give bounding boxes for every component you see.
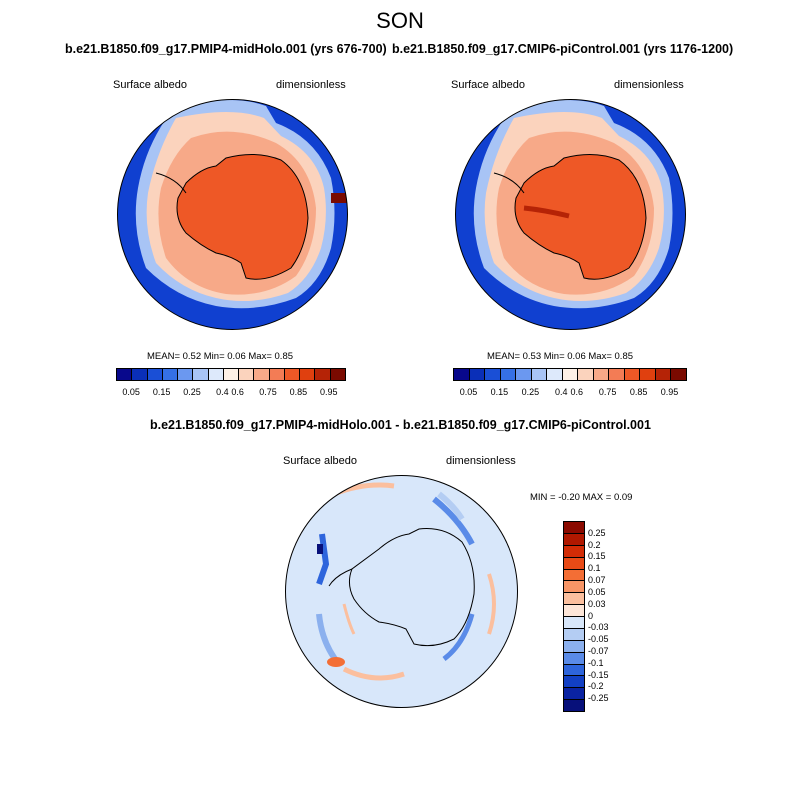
colorbar-left-tick-label: 0.25 xyxy=(183,387,201,397)
diff-units: dimensionless xyxy=(446,455,516,467)
colorbar-right-tick-label: 0.4 xyxy=(555,387,568,397)
colorbar-diff-swatch xyxy=(564,581,584,594)
colorbar-left-swatch xyxy=(269,369,285,380)
colorbar-left-swatch xyxy=(132,369,148,380)
panel-right-units: dimensionless xyxy=(614,79,684,91)
colorbar-right-tick-label: 0.75 xyxy=(598,387,617,397)
diff-variable: Surface albedo xyxy=(283,455,357,467)
colorbar-right-swatch xyxy=(547,369,563,380)
colorbar-left-swatch xyxy=(300,369,316,380)
colorbar-left-tick-label: 0.75 xyxy=(259,387,277,397)
albedo-map-picontrol xyxy=(455,99,686,330)
colorbar-diff-tick-label: -0.03 xyxy=(588,622,609,633)
colorbar-diff-swatch xyxy=(564,700,584,711)
colorbar-diff-swatch xyxy=(564,676,584,689)
colorbar-right-swatch xyxy=(593,369,610,380)
colorbar-right-ticks: 0.05 0.15 0.25 0.4 0.6 0.75 0.85 0.95 xyxy=(453,387,685,399)
colorbar-left-swatch xyxy=(223,369,240,380)
colorbar-diff-swatch xyxy=(564,617,584,629)
colorbar-left-tick-label: 0.6 xyxy=(231,387,244,397)
colorbar-diff-tick-label: -0.1 xyxy=(588,657,604,668)
colorbar-left-swatch xyxy=(208,369,224,380)
colorbar-right-swatch xyxy=(469,369,486,380)
colorbar-diff-tick-label: 0.2 xyxy=(588,539,601,550)
colorbar-left-swatch xyxy=(117,369,133,380)
colorbar-diff-swatch xyxy=(564,545,584,558)
panel-left-units: dimensionless xyxy=(276,79,346,91)
colorbar-left-swatch xyxy=(239,369,255,380)
colorbar-diff-tick-label: 0.15 xyxy=(588,551,606,562)
colorbar-right-tick-label: 0.6 xyxy=(570,387,583,397)
colorbar-diff-tick-label: 0 xyxy=(588,610,594,621)
colorbar-diff-swatch xyxy=(564,533,584,546)
colorbar-right-tick-label: 0.15 xyxy=(490,387,509,397)
colorbar-right-tick-label: 0.95 xyxy=(660,387,679,397)
colorbar-left-tick-label: 0.85 xyxy=(289,387,308,397)
panel-right-title: b.e21.B1850.f09_g17.CMIP6-piControl.001 … xyxy=(392,42,734,56)
colorbar-diff-swatch xyxy=(564,557,584,570)
colorbar-diff-tick-label: -0.15 xyxy=(588,669,609,680)
panel-right-variable: Surface albedo xyxy=(451,79,525,91)
colorbar-diff-tick-label: 0.25 xyxy=(588,527,606,538)
colorbar-left-tick-label: 0.95 xyxy=(320,387,338,397)
colorbar-right xyxy=(453,368,687,381)
colorbar-right-tick-label: 0.05 xyxy=(459,387,478,397)
colorbar-diff-swatch xyxy=(564,593,584,606)
colorbar-diff-swatch xyxy=(564,605,584,617)
colorbar-left-swatch xyxy=(193,369,209,380)
colorbar-left-tick-label: 0.05 xyxy=(122,387,140,397)
colorbar-right-swatch xyxy=(578,369,594,380)
colorbar-left-swatch xyxy=(147,369,163,380)
colorbar-diff xyxy=(563,521,585,712)
colorbar-left-swatch xyxy=(162,369,179,380)
colorbar-right-swatch xyxy=(562,369,579,380)
season-title: SON xyxy=(376,8,424,33)
albedo-difference-map xyxy=(285,475,518,708)
colorbar-right-swatch xyxy=(671,369,686,380)
colorbar-diff-swatch xyxy=(564,664,584,677)
colorbar-diff-ticks: 0.25 0.2 0.15 0.1 0.07 0.05 0.03 0 -0.03 -0.05 -0.… xyxy=(588,521,638,710)
colorbar-right-swatch xyxy=(516,369,532,380)
colorbar-left-swatch xyxy=(254,369,270,380)
colorbar-diff-tick-label: -0.07 xyxy=(588,645,609,656)
colorbar-right-swatch xyxy=(640,369,656,380)
colorbar-left-swatch xyxy=(284,369,301,380)
colorbar-diff-swatch xyxy=(564,569,584,582)
colorbar-right-swatch xyxy=(454,369,470,380)
colorbar-right-swatch xyxy=(609,369,625,380)
colorbar-diff-swatch xyxy=(564,652,584,665)
panel-right-stats: MEAN= 0.53 Min= 0.06 Max= 0.85 xyxy=(487,351,634,362)
colorbar-diff-tick-label: 0.1 xyxy=(588,563,601,574)
colorbar-diff-tick-label: 0.03 xyxy=(588,598,606,609)
colorbar-diff-tick-label: 0.07 xyxy=(588,575,606,586)
diff-stats: MIN = -0.20 MAX = 0.09 xyxy=(530,492,633,503)
panel-left-stats: MEAN= 0.52 Min= 0.06 Max= 0.85 xyxy=(147,351,294,362)
colorbar-right-swatch xyxy=(485,369,501,380)
panel-left-title: b.e21.B1850.f09_g17.PMIP4-midHolo.001 (y… xyxy=(65,42,387,56)
albedo-map-midholo xyxy=(117,99,348,330)
colorbar-diff-swatch xyxy=(564,688,584,701)
colorbar-diff-swatch xyxy=(564,628,584,641)
colorbar-right-tick-label: 0.25 xyxy=(521,387,540,397)
diff-title: b.e21.B1850.f09_g17.PMIP4-midHolo.001 - … xyxy=(150,418,651,432)
panel-left-variable: Surface albedo xyxy=(113,79,187,91)
colorbar-left-ticks: 0.05 0.15 0.25 0.4 0.6 0.75 0.85 0.95 xyxy=(116,387,344,399)
colorbar-diff-tick-label: -0.05 xyxy=(588,634,609,645)
colorbar-left-swatch xyxy=(315,369,331,380)
colorbar-diff-tick-label: 0.05 xyxy=(588,586,606,597)
colorbar-right-swatch xyxy=(500,369,517,380)
colorbar-left-tick-label: 0.15 xyxy=(152,387,171,397)
colorbar-left-tick-label: 0.4 xyxy=(216,387,229,397)
colorbar-diff-swatch xyxy=(564,640,584,653)
colorbar-left-swatch xyxy=(330,369,345,380)
colorbar-diff-tick-label: -0.2 xyxy=(588,681,604,692)
colorbar-right-swatch xyxy=(531,369,548,380)
colorbar-left-swatch xyxy=(178,369,194,380)
colorbar-diff-swatch xyxy=(564,522,584,534)
colorbar-right-swatch xyxy=(655,369,672,380)
colorbar-diff-tick-label: -0.25 xyxy=(588,693,609,704)
colorbar-right-swatch xyxy=(624,369,641,380)
colorbar-left xyxy=(116,368,346,381)
colorbar-right-tick-label: 0.85 xyxy=(629,387,648,397)
